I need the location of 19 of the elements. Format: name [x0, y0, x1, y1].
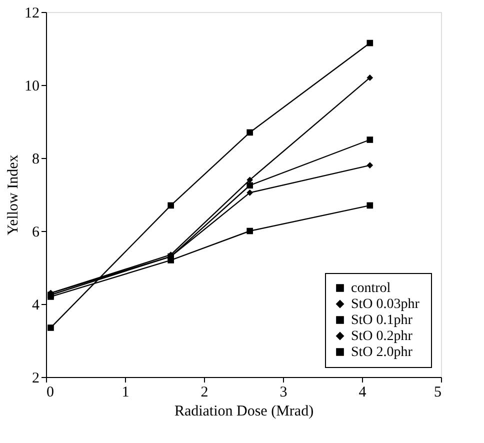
y-tick-label: 10 — [24, 78, 40, 94]
x-tick-label: 5 — [434, 384, 442, 400]
legend-label: StO 0.03phr — [351, 297, 420, 312]
x-tick-label: 1 — [122, 384, 130, 400]
x-tick-label: 4 — [358, 384, 367, 400]
y-axis-title: Yellow Index — [6, 154, 22, 236]
legend-label: StO 0.1phr — [351, 313, 413, 328]
x-tick-label: 3 — [280, 384, 288, 400]
y-tick-label: 2 — [32, 370, 40, 386]
x-tick-label: 2 — [200, 384, 208, 400]
legend-label: StO 0.2phr — [351, 329, 413, 344]
y-tick-label: 8 — [32, 152, 40, 168]
x-tick-label: 0 — [46, 384, 54, 400]
y-tick-label: 4 — [32, 298, 40, 314]
x-axis-title: Radiation Dose (Mrad) — [174, 404, 314, 420]
legend-label: control — [351, 281, 391, 296]
y-tick-label: 6 — [32, 224, 40, 240]
y-tick-label: 12 — [24, 6, 40, 22]
legend-label: StO 2.0phr — [351, 345, 413, 360]
